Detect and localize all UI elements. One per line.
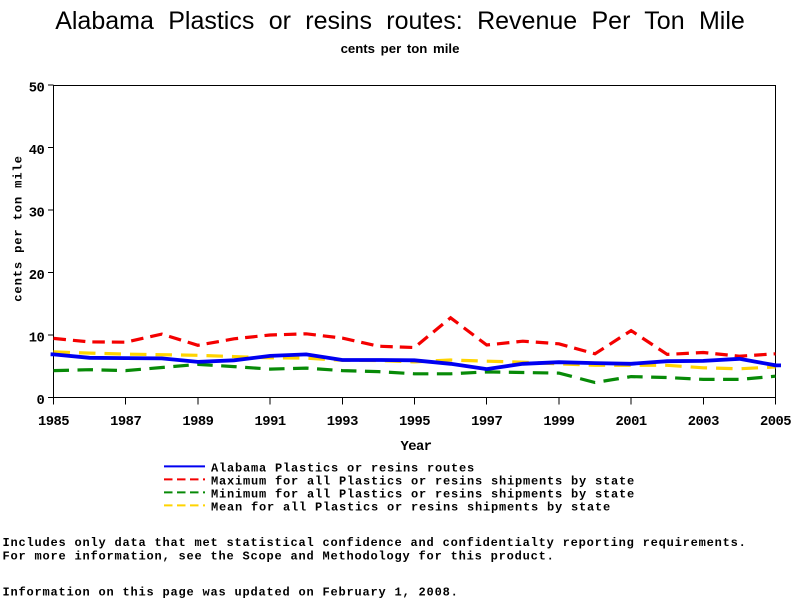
- svg-text:1989: 1989: [182, 415, 213, 430]
- svg-text:2003: 2003: [688, 415, 719, 430]
- svg-text:Minimum for all Plastics or re: Minimum for all Plastics or resins shipm…: [211, 488, 635, 502]
- svg-text:Mean for all Plastics or resin: Mean for all Plastics or resins shipment…: [211, 501, 611, 515]
- svg-text:40: 40: [29, 144, 45, 159]
- svg-text:Alabama Plastics or resins rou: Alabama Plastics or resins routes: Reven…: [55, 7, 745, 35]
- svg-text:Maximum for all Plastics or re: Maximum for all Plastics or resins shipm…: [211, 475, 635, 489]
- svg-text:For more information, see the: For more information, see the Scope and …: [3, 549, 555, 563]
- svg-text:Information on this page was u: Information on this page was updated on …: [3, 586, 459, 600]
- svg-text:1993: 1993: [327, 415, 358, 430]
- svg-text:1999: 1999: [543, 415, 574, 430]
- svg-text:cents per ton mile: cents per ton mile: [341, 41, 460, 56]
- svg-text:1997: 1997: [471, 415, 502, 430]
- svg-text:2005: 2005: [760, 415, 791, 430]
- svg-text:cents per ton mile: cents per ton mile: [12, 155, 26, 301]
- svg-text:Includes only data that met st: Includes only data that met statistical …: [3, 536, 747, 550]
- svg-text:30: 30: [29, 207, 45, 222]
- svg-text:1985: 1985: [38, 415, 69, 430]
- svg-text:1991: 1991: [255, 415, 286, 430]
- svg-text:Alabama Plastics or resins rou: Alabama Plastics or resins routes: [211, 462, 475, 476]
- svg-text:1995: 1995: [399, 415, 430, 430]
- svg-text:20: 20: [29, 269, 45, 284]
- svg-text:Year: Year: [400, 440, 431, 455]
- svg-text:50: 50: [29, 82, 45, 97]
- svg-text:2001: 2001: [616, 415, 647, 430]
- svg-text:0: 0: [37, 394, 45, 409]
- svg-text:1987: 1987: [110, 415, 141, 430]
- svg-text:10: 10: [29, 332, 45, 347]
